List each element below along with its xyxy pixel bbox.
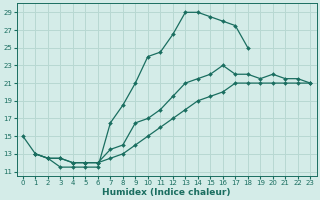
X-axis label: Humidex (Indice chaleur): Humidex (Indice chaleur) [102, 188, 231, 197]
